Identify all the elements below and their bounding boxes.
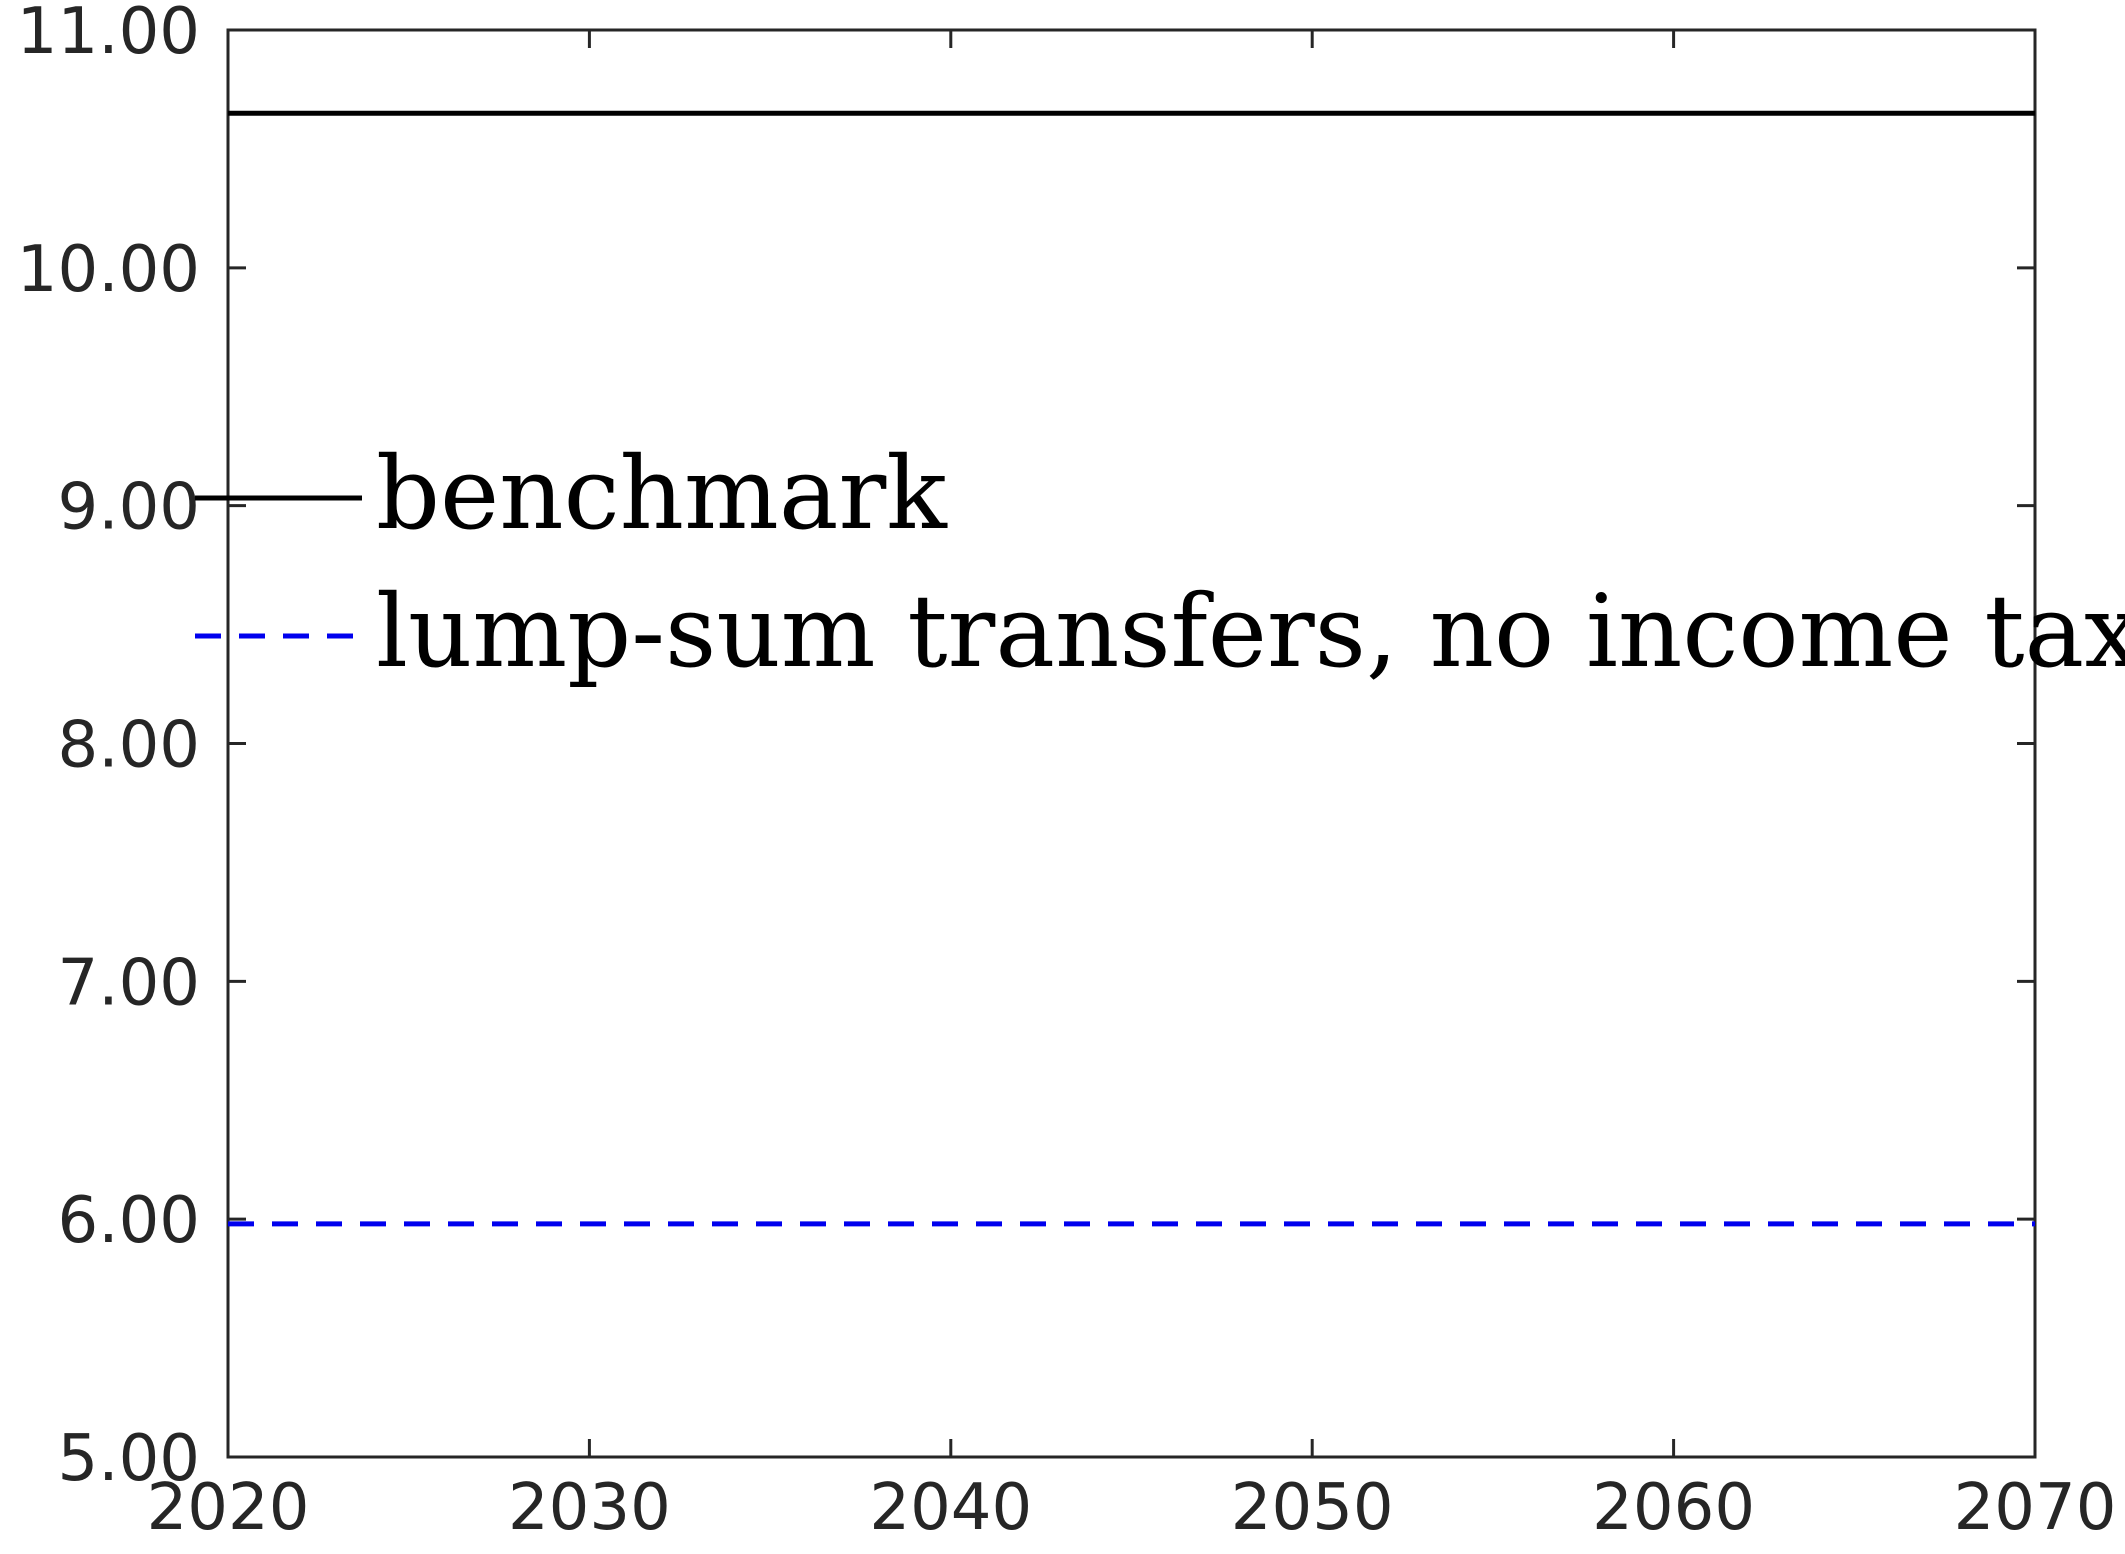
y-tick-label: 10.00 [17,233,200,307]
x-tick-label: 2060 [1592,1471,1755,1545]
y-tick-label: 8.00 [58,709,201,783]
ticks: 2020 2030 2040 2050 2060 2070 5.00 6.00 7.00 8.00… [17,0,2117,1545]
y-tick-label: 11.00 [17,0,200,69]
legend: benchmark lump-sum transfers, no income t… [195,435,2125,690]
legend-label-2: lump-sum transfers, no income tax [376,573,2125,690]
y-tick-label: 9.00 [58,471,201,545]
x-tick-label: 2070 [1954,1471,2117,1545]
x-tick-label: 2020 [147,1471,310,1545]
y-tick-label: 5.00 [58,1422,201,1496]
x-tick-label: 2040 [869,1471,1032,1545]
x-tick-label: 2030 [508,1471,671,1545]
y-tick-label: 7.00 [58,946,201,1020]
plot-area [226,28,2037,1459]
series [228,110,2035,1227]
legend-label-1: benchmark [376,435,948,552]
y-tick-label: 6.00 [58,1184,201,1258]
x-tick-label: 2050 [1231,1471,1394,1545]
